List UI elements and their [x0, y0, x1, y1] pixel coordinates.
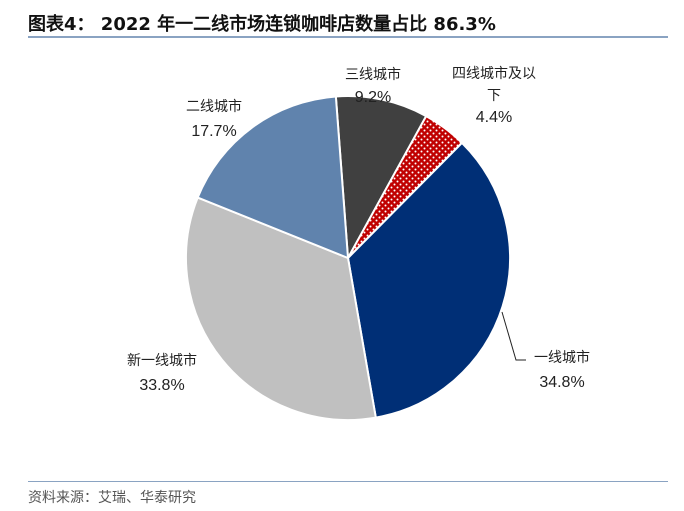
slice-label-tier4-line1: 四线城市及以: [452, 65, 536, 82]
slice-label-new-tier1: 新一线城市: [127, 352, 197, 369]
slice-value-tier1: 34.8%: [539, 374, 584, 391]
source-divider: [28, 481, 668, 482]
pie-slice-tier3: [334, 95, 428, 262]
source-note: 资料来源：艾瑞、华泰研究: [28, 490, 196, 506]
slice-label-tier2: 二线城市: [186, 98, 242, 115]
slice-value-new-tier1: 33.8%: [139, 377, 184, 394]
slice-label-tier1: 一线城市: [534, 349, 590, 366]
slice-value-tier2: 17.7%: [191, 123, 236, 140]
slice-label-tier3: 三线城市: [345, 66, 401, 83]
slice-label-tier4-line2: 下: [487, 88, 501, 104]
chart-title: 图表4： 2022 年一二线市场连锁咖啡店数量占比 86.3%: [28, 14, 496, 35]
slice-value-tier3: 9.2%: [355, 89, 391, 106]
slice-value-tier4: 4.4%: [476, 109, 512, 126]
leader-line: [501, 311, 526, 361]
title-divider: [28, 36, 668, 38]
pie-slice-tier2: [196, 95, 350, 260]
pie-slice-new-tier1: [185, 196, 377, 421]
pie-slice-tier1: [346, 141, 511, 419]
